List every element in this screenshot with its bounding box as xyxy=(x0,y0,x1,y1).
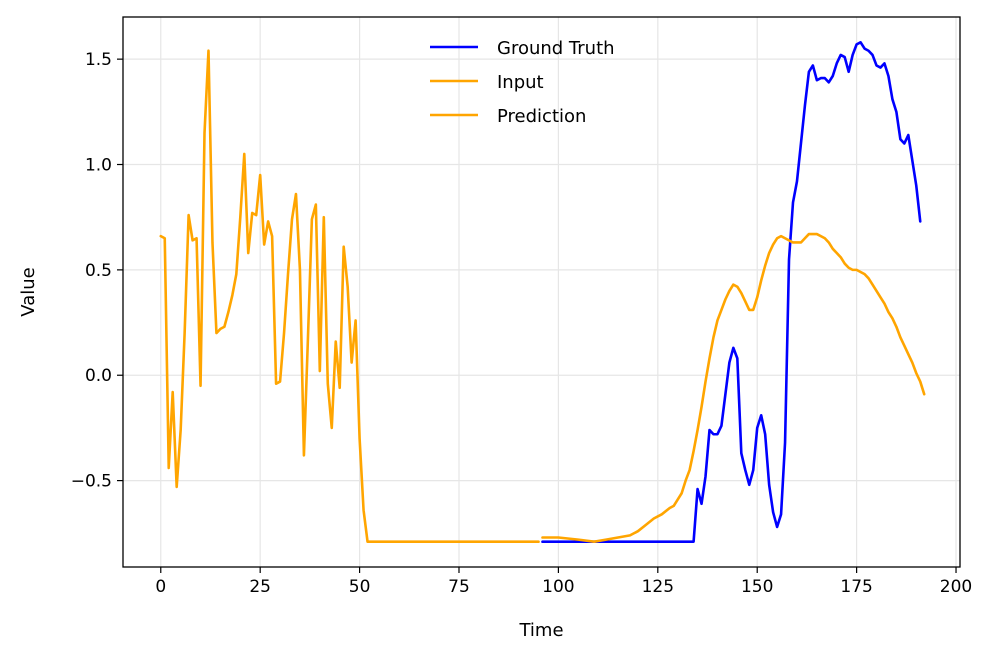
x-tick-label: 200 xyxy=(940,577,972,597)
y-axis-ticks: −0.5 0.0 0.5 1.0 1.5 xyxy=(71,50,123,492)
series-line-ground-truth xyxy=(541,40,922,544)
y-tick-label: 0.5 xyxy=(85,261,112,281)
x-axis-label: Time xyxy=(518,620,563,641)
grid-lines xyxy=(123,17,960,567)
legend: Ground Truth Input Prediction xyxy=(430,38,615,127)
y-tick-label: 1.5 xyxy=(85,50,112,70)
x-tick-label: 50 xyxy=(349,577,371,597)
series-line-prediction xyxy=(541,232,926,544)
legend-label: Ground Truth xyxy=(497,38,615,59)
y-tick-label: 1.0 xyxy=(85,156,112,176)
x-tick-label: 25 xyxy=(249,577,271,597)
series-lines xyxy=(159,40,926,544)
legend-label: Prediction xyxy=(497,106,586,127)
y-axis-label: Value xyxy=(18,267,39,316)
y-tick-label: 0.0 xyxy=(85,366,112,386)
x-axis-ticks: 0 25 50 75 100 125 150 175 200 xyxy=(155,567,972,597)
x-tick-label: 150 xyxy=(741,577,773,597)
x-tick-label: 0 xyxy=(155,577,166,597)
axes-frame xyxy=(122,16,961,568)
x-tick-label: 100 xyxy=(542,577,574,597)
x-tick-label: 75 xyxy=(448,577,470,597)
series-line-input xyxy=(159,49,540,544)
x-tick-label: 175 xyxy=(840,577,872,597)
legend-label: Input xyxy=(497,72,544,93)
x-tick-label: 125 xyxy=(642,577,674,597)
y-tick-label: −0.5 xyxy=(71,472,112,492)
